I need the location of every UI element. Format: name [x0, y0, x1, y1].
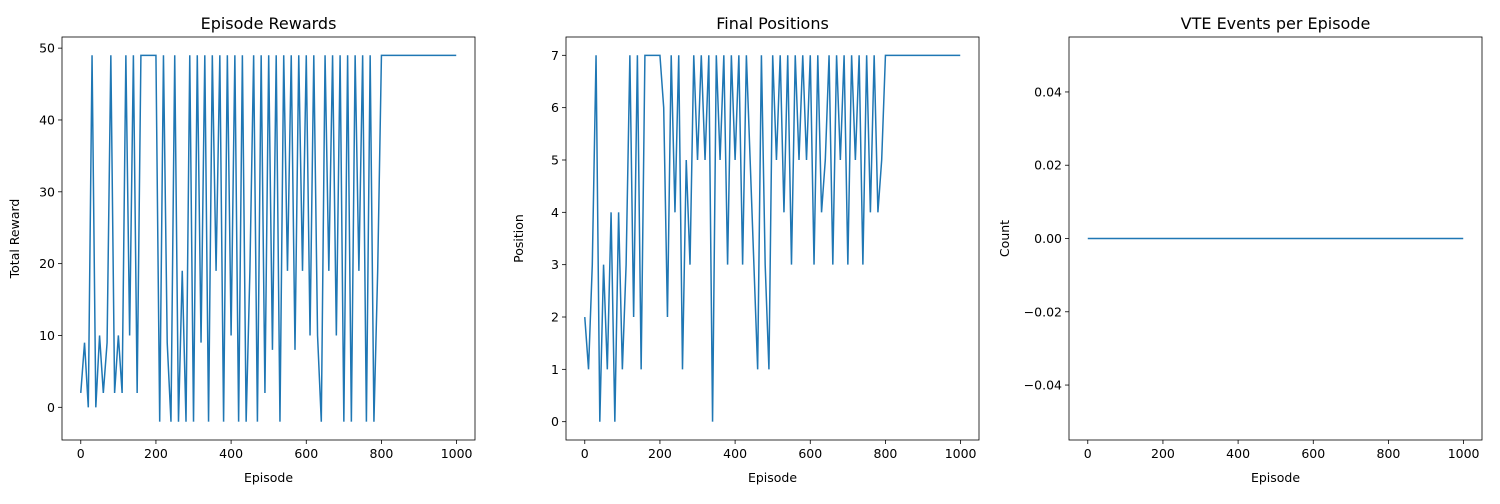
x-tick-label: 1000	[441, 446, 473, 461]
x-axis-label: Episode	[1251, 470, 1300, 485]
y-tick-label: 5	[551, 152, 559, 167]
chart-title: VTE Events per Episode	[1181, 14, 1371, 33]
x-tick-label: 800	[370, 446, 394, 461]
x-tick-label: 400	[1226, 446, 1250, 461]
x-tick-label: 600	[798, 446, 822, 461]
y-axis-label: Count	[997, 220, 1012, 257]
x-tick-label: 0	[1084, 446, 1092, 461]
y-tick-label: 50	[39, 41, 55, 56]
y-tick-label: 40	[39, 112, 55, 127]
x-tick-label: 400	[723, 446, 747, 461]
x-tick-label: 400	[219, 446, 243, 461]
y-axis-label: Position	[511, 214, 526, 263]
line-series	[80, 54, 457, 422]
x-axis-label: Episode	[748, 470, 797, 485]
y-tick-label: 0.00	[1034, 231, 1062, 246]
y-tick-label: 2	[551, 310, 559, 325]
y-tick-label: −0.02	[1024, 304, 1062, 319]
y-tick-label: 7	[551, 48, 559, 63]
y-tick-label: −0.04	[1024, 378, 1062, 393]
y-tick-label: 20	[39, 256, 55, 271]
y-tick-label: 0	[551, 414, 559, 429]
x-tick-label: 200	[648, 446, 672, 461]
x-tick-label: 0	[77, 446, 85, 461]
x-tick-label: 200	[144, 446, 168, 461]
y-axis-label: Total Reward	[7, 199, 22, 280]
y-tick-label: 0	[47, 400, 55, 415]
x-tick-label: 600	[294, 446, 318, 461]
x-tick-label: 1000	[945, 446, 977, 461]
x-tick-label: 200	[1151, 446, 1175, 461]
y-tick-label: 1	[551, 362, 559, 377]
x-tick-label: 1000	[1448, 446, 1480, 461]
y-tick-label: 4	[551, 205, 559, 220]
chart-title: Episode Rewards	[201, 14, 337, 33]
x-axis-label: Episode	[244, 470, 293, 485]
x-tick-label: 800	[874, 446, 898, 461]
y-tick-label: 30	[39, 184, 55, 199]
y-tick-label: 0.02	[1034, 158, 1062, 173]
y-tick-label: 3	[551, 257, 559, 272]
y-tick-label: 10	[39, 328, 55, 343]
y-tick-label: 0.04	[1034, 84, 1062, 99]
x-tick-label: 800	[1377, 446, 1401, 461]
chart-title: Final Positions	[716, 14, 829, 33]
x-tick-label: 600	[1301, 446, 1325, 461]
axes-frame	[565, 36, 980, 441]
line-series	[584, 54, 961, 422]
x-tick-label: 0	[581, 446, 589, 461]
y-tick-label: 6	[551, 100, 559, 115]
axes-frame	[61, 36, 476, 441]
